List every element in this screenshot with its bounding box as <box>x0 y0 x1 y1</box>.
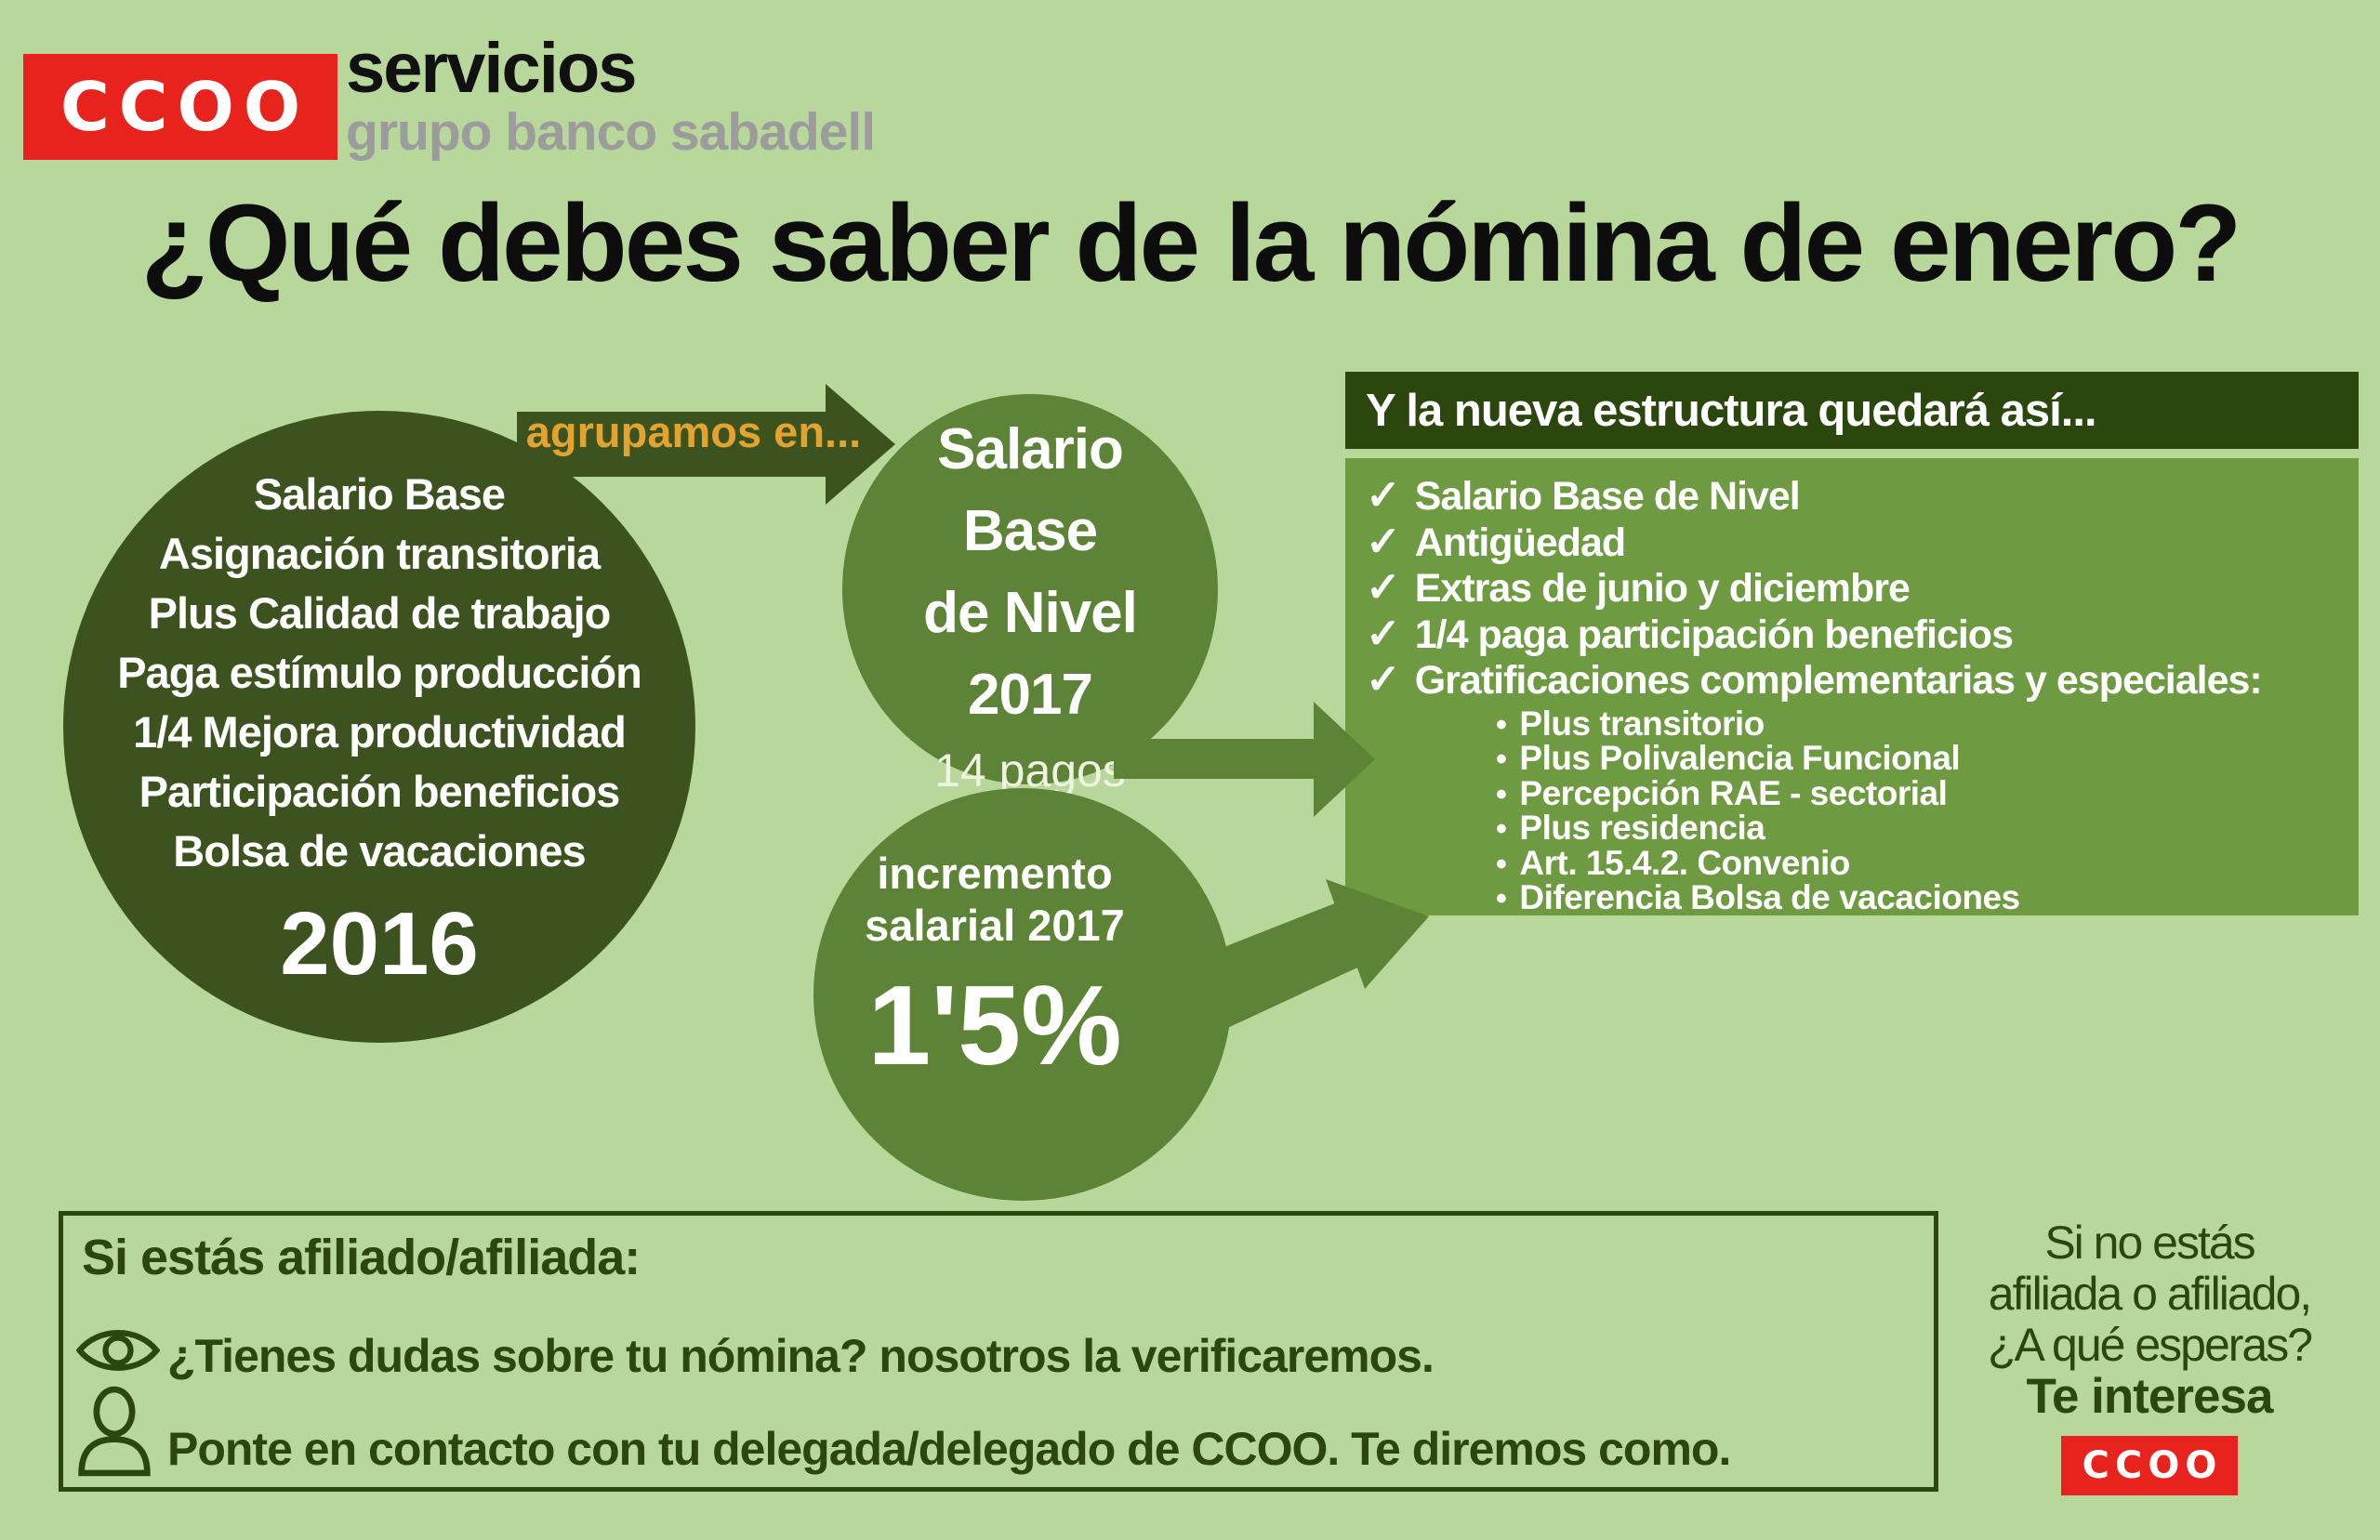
sbn-line: de Nivel <box>923 581 1138 645</box>
ccoo-logo-small-text: CCOO <box>2082 1444 2223 1487</box>
bullet-icon: • <box>1496 811 1507 847</box>
brand-name: servicios <box>346 29 638 108</box>
structure-bullet-item: • Percepción RAE - sectorial <box>1496 773 2359 812</box>
bullet-label: Art. 15.4.2. Convenio <box>1519 843 1850 882</box>
check-label: Salario Base de Nivel <box>1414 474 1801 519</box>
structure-header-bar: Y la nueva estructura quedará así... <box>1345 372 2359 449</box>
concept-2016: Paga estímulo producción <box>117 648 642 697</box>
bullet-label: Percepción RAE - sectorial <box>1519 773 1948 812</box>
check-icon: ✓ <box>1366 517 1401 565</box>
agrupamos-label: agrupamos en... <box>525 407 862 456</box>
structure-panel: ✓ Salario Base de Nivel ✓ Antigüedad ✓ E… <box>1345 458 2359 915</box>
bullet-icon: • <box>1496 706 1507 743</box>
affiliated-payroll-text: ¿Tienes dudas sobre tu nómina? nosotros … <box>167 1330 1435 1382</box>
concept-2016: Participación beneficios <box>139 767 621 816</box>
structure-check-item: ✓ Gratificaciones complementarias y espe… <box>1366 655 2359 704</box>
ccoo-logo-text: CCOO <box>60 68 311 146</box>
sbn-line: Base <box>962 499 1098 563</box>
bullet-icon: • <box>1496 742 1507 777</box>
check-label: Extras de junio y diciembre <box>1414 566 1911 611</box>
bullet-label: Plus transitorio <box>1519 704 1765 743</box>
check-icon: ✓ <box>1366 563 1401 611</box>
structure-check-item: ✓ 1/4 paga participación beneficios <box>1366 609 2359 658</box>
check-label: 1/4 paga participación beneficios <box>1414 612 2014 657</box>
sbn-line: Salario <box>937 417 1124 481</box>
affiliated-title: Si estás afiliado/afiliada: <box>82 1230 641 1285</box>
bullet-label: Plus residencia <box>1519 809 1765 847</box>
circle-incremento-salarial: incremento salarial 2017 1'5% <box>813 788 1232 1201</box>
concept-2016: Bolsa de vacaciones <box>173 826 586 875</box>
structure-bullet-item: • Plus Polivalencia Funcional <box>1496 739 2359 777</box>
bullet-icon: • <box>1496 776 1507 812</box>
affiliated-contact-text: Ponte en contacto con tu delegada/delega… <box>167 1423 1731 1475</box>
ccoo-logo-small: CCOO <box>2061 1436 2238 1495</box>
affiliated-box: Si estás afiliado/afiliada: ¿Tienes duda… <box>59 1211 1938 1492</box>
check-label: Antigüedad <box>1414 520 1626 565</box>
check-icon: ✓ <box>1366 609 1401 657</box>
structure-bullet-item: • Plus transitorio <box>1496 704 2359 743</box>
circle-salario-base-nivel: Salario Base de Nivel 2017 14 pagos <box>842 394 1218 796</box>
person-icon <box>78 1386 151 1477</box>
check-icon: ✓ <box>1366 471 1401 519</box>
year-2016: 2016 <box>280 894 479 994</box>
bullet-icon: • <box>1496 881 1507 916</box>
incremento-line: incremento <box>877 849 1113 898</box>
structure-bullet-item: • Plus residencia <box>1496 809 2359 847</box>
structure-bullet-item: • Art. 15.4.2. Convenio <box>1496 843 2359 882</box>
check-label: Gratificaciones complementarias y especi… <box>1414 658 2263 703</box>
concept-2016: Asignación transitoria <box>158 529 601 578</box>
concept-2016: 1/4 Mejora productividad <box>133 707 627 757</box>
structure-check-item: ✓ Extras de junio y diciembre <box>1366 563 2359 612</box>
not-affiliated-line: afiliada o afiliado, <box>1988 1268 2312 1320</box>
concept-2016: Salario Base <box>253 469 506 519</box>
bullet-label: Diferencia Bolsa de vacaciones <box>1519 878 2020 916</box>
structure-bullet-item: • Diferencia Bolsa de vacaciones <box>1496 878 2359 916</box>
structure-check-item: ✓ Antigüedad <box>1366 517 2359 566</box>
concept-2016: Plus Calidad de trabajo <box>148 588 612 638</box>
ccoo-logo: CCOO <box>23 54 337 160</box>
not-affiliated-block: Si no estás afiliada o afiliado, ¿A qué … <box>1926 1218 2373 1495</box>
not-affiliated-line: ¿A qué esperas? <box>1987 1319 2313 1371</box>
bullet-icon: • <box>1496 846 1507 882</box>
sbn-line: 2017 <box>968 663 1093 727</box>
page-title: ¿Qué debes saber de la nómina de enero? <box>140 182 2242 305</box>
sbn-pagos-note: 14 pagos <box>934 744 1126 796</box>
incremento-line: salarial 2017 <box>865 901 1125 950</box>
not-affiliated-line: Si no estás <box>2044 1217 2255 1269</box>
te-interesa-cta: Te interesa <box>2026 1369 2274 1424</box>
eye-icon <box>76 1330 160 1371</box>
structure-check-item: ✓ Salario Base de Nivel <box>1366 471 2359 520</box>
structure-header-text: Y la nueva estructura quedará así... <box>1366 385 2097 436</box>
structure-bullet-list: • Plus transitorio • Plus Polivalencia F… <box>1496 704 2359 916</box>
incremento-value: 1'5% <box>867 962 1122 1088</box>
circle-2016-concepts: Salario Base Asignación transitoria Plus… <box>63 411 695 1043</box>
brand-group: grupo banco sabadell <box>346 102 876 162</box>
bullet-label: Plus Polivalencia Funcional <box>1519 739 1961 777</box>
check-icon: ✓ <box>1366 655 1401 703</box>
